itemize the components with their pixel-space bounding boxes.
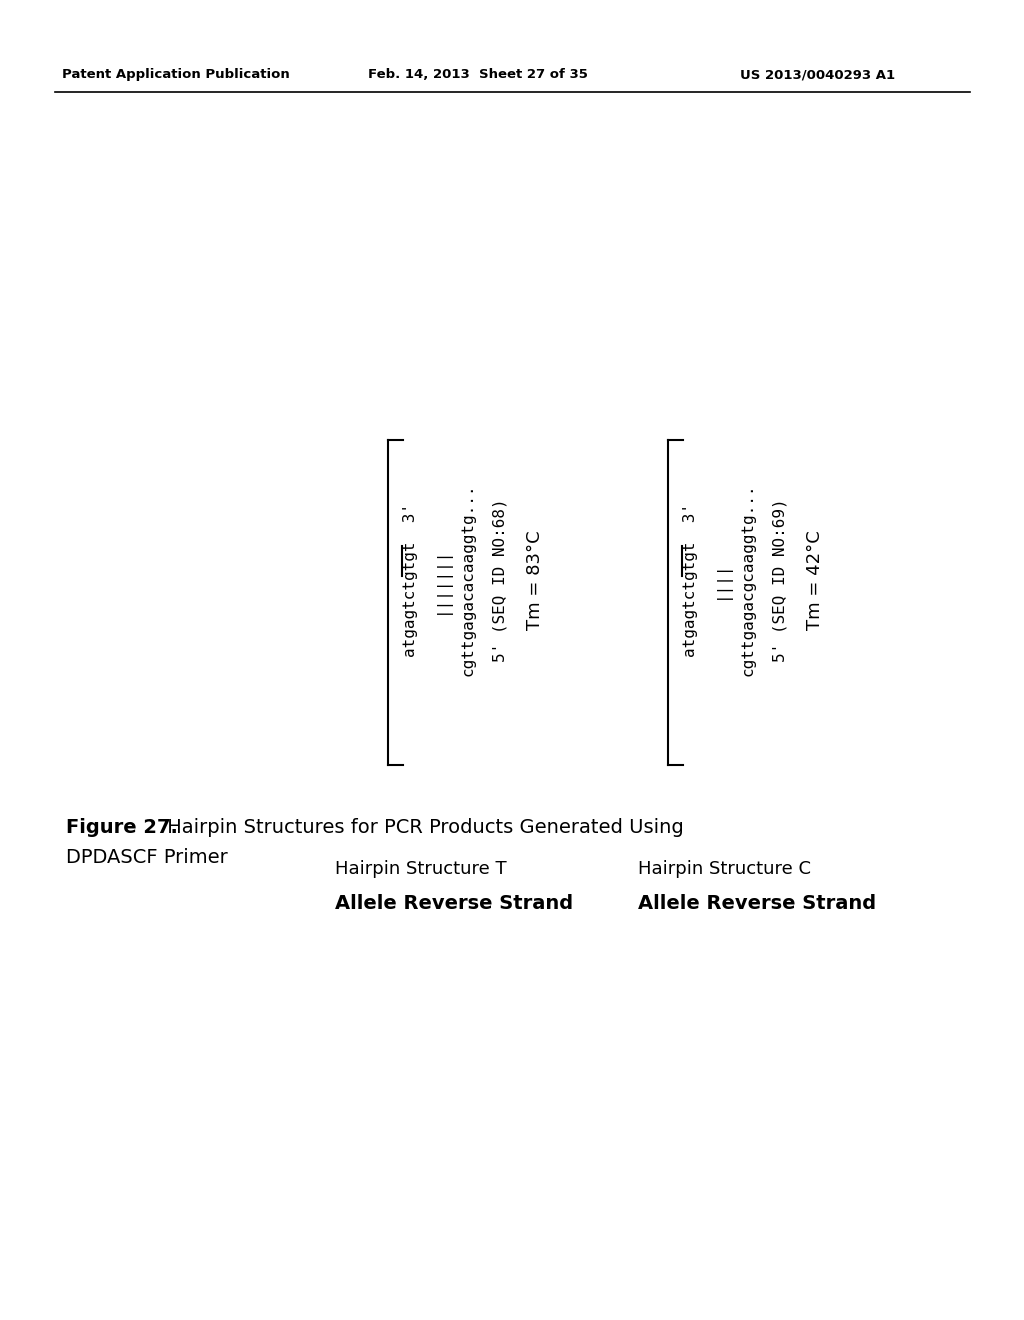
Text: ||||: ||||: [714, 561, 730, 599]
Text: Tm = 83°C: Tm = 83°C: [526, 531, 544, 630]
Text: Hairpin Structures for PCR Products Generated Using: Hairpin Structures for PCR Products Gene…: [161, 818, 684, 837]
Text: Hairpin Structure T: Hairpin Structure T: [335, 861, 507, 878]
Text: US 2013/0040293 A1: US 2013/0040293 A1: [740, 69, 895, 81]
Text: Tm = 42°C: Tm = 42°C: [806, 531, 824, 630]
Text: DPDASCF Primer: DPDASCF Primer: [66, 847, 227, 867]
Text: atgagtctgtgt  3': atgagtctgtgt 3': [683, 503, 697, 657]
Text: Patent Application Publication: Patent Application Publication: [62, 69, 290, 81]
Text: 5' (SEQ ID NO:69): 5' (SEQ ID NO:69): [772, 498, 787, 661]
Text: cgttgagacacaaggtg...: cgttgagacacaaggtg...: [461, 483, 475, 676]
Text: 5' (SEQ ID NO:68): 5' (SEQ ID NO:68): [493, 498, 508, 661]
Text: Allele Reverse Strand: Allele Reverse Strand: [335, 894, 573, 913]
Text: Hairpin Structure C: Hairpin Structure C: [638, 861, 811, 878]
Text: atgagtctgtgt  3': atgagtctgtgt 3': [402, 503, 418, 657]
Text: cgttgagacgcaaggtg...: cgttgagacgcaaggtg...: [740, 483, 756, 676]
Text: Feb. 14, 2013  Sheet 27 of 35: Feb. 14, 2013 Sheet 27 of 35: [368, 69, 588, 81]
Text: Allele Reverse Strand: Allele Reverse Strand: [638, 894, 877, 913]
Text: |||||||: |||||||: [434, 546, 450, 614]
Text: Figure 27.: Figure 27.: [66, 818, 178, 837]
